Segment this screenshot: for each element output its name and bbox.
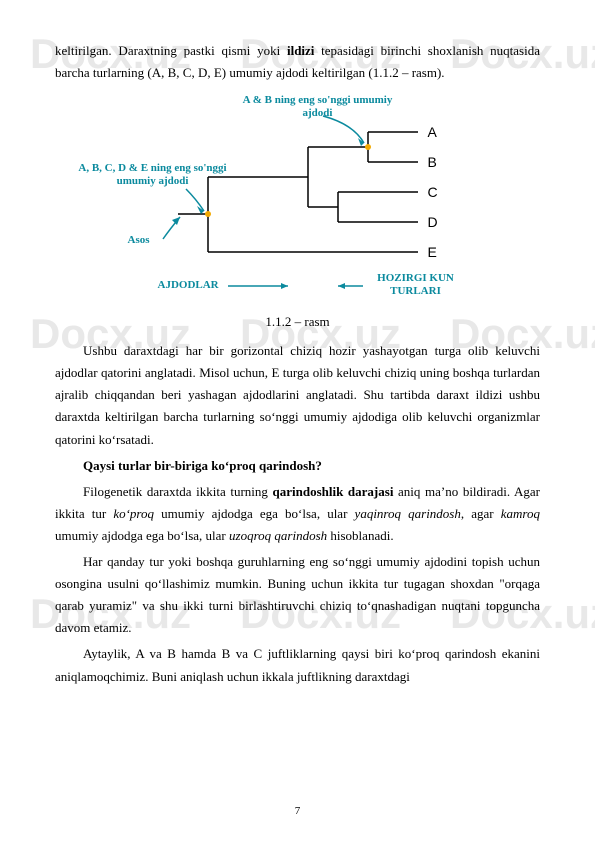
text: umumiy ajdodga ega boʻlsa, ular [154,506,355,521]
leaf-e: E [428,244,437,260]
label-ab-ancestor: A & B ning eng so'nggi umumiy ajdodi [238,94,398,120]
label-ajdodlar: AJDODLAR [158,279,219,292]
paragraph-1: keltirilgan. Daraxtning pastki qismi yok… [55,40,540,84]
label-hozirgi: HOZIRGI KUN TURLARI [366,272,466,298]
text: , agar [461,506,501,521]
bold-text: qarindoshlik darajasi [273,484,394,499]
italic-text: uzoqroq qarindosh [229,528,327,543]
leaf-d: D [428,214,438,230]
paragraph-5: Aytaylik, A va B hamda B va C juftliklar… [55,643,540,687]
label-asos: Asos [128,234,150,247]
paragraph-3: Filogenetik daraxtda ikkita turning qari… [55,481,540,547]
label-abcde-ancestor: A, B, C, D & E ning eng so'nggi umumiy a… [78,162,228,188]
bold-text: ildizi [287,43,314,58]
text: umumiy ajdodga ega boʻlsa, ular [55,528,229,543]
figure-caption: 1.1.2 – rasm [55,314,540,330]
page-number: 7 [295,805,301,817]
paragraph-2: Ushbu daraxtdagi har bir gorizontal chiz… [55,340,540,450]
italic-text: kamroq [501,506,540,521]
text: Filogenetik daraxtda ikkita turning [83,484,273,499]
phylogenetic-tree-diagram: A & B ning eng so'nggi umumiy ajdodi A, … [108,94,488,304]
text: hisoblanadi. [327,528,393,543]
leaf-a: A [428,124,437,140]
page-content: keltirilgan. Daraxtning pastki qismi yok… [55,40,540,688]
text: keltirilgan. Daraxtning pastki qismi yok… [55,43,287,58]
paragraph-4: Har qanday tur yoki boshqa guruhlarning … [55,551,540,639]
leaf-b: B [428,154,437,170]
leaf-c: C [428,184,438,200]
diagram-container: A & B ning eng so'nggi umumiy ajdodi A, … [55,94,540,304]
italic-text: yaqinroq qarindosh [355,506,461,521]
heading: Qaysi turlar bir-biriga koʻproq qarindos… [55,455,540,477]
italic-text: koʻproq [113,506,154,521]
